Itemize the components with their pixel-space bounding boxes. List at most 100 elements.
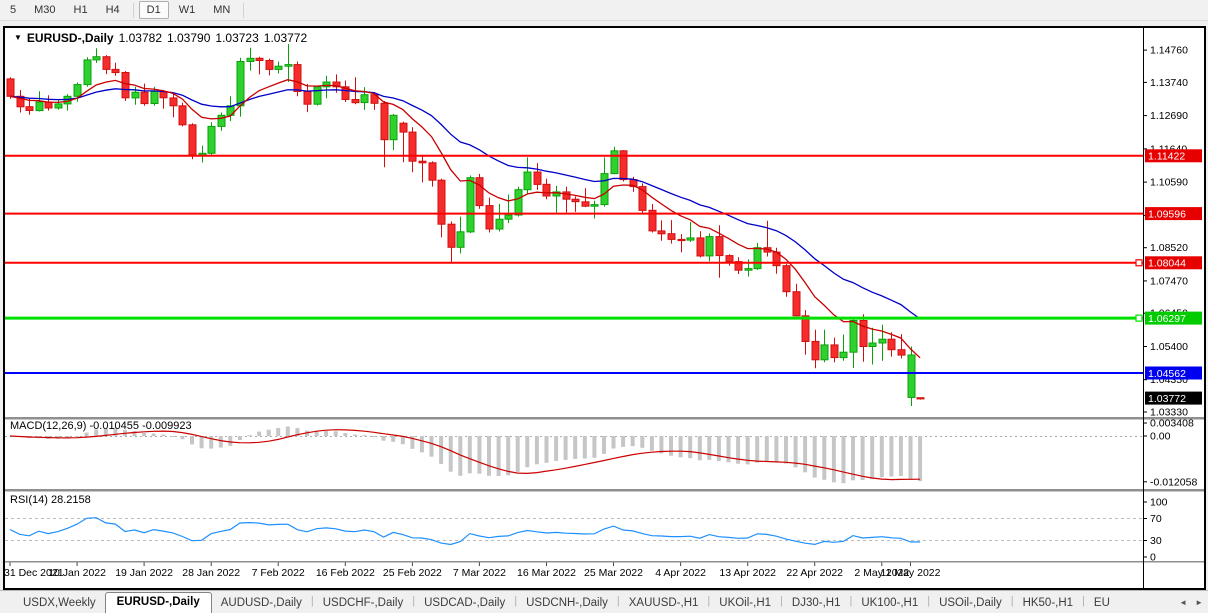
svg-text:11 May 2022: 11 May 2022 xyxy=(881,567,941,579)
price-axis-badges: 1.11422 1.09596 1.08044 1.06297 1.04562 1.037… xyxy=(1145,149,1202,405)
rsi-name: RSI(14) xyxy=(10,494,48,506)
svg-text:0: 0 xyxy=(1150,552,1156,564)
chart-tab-usdx-weekly[interactable]: USDX,Weekly xyxy=(23,597,96,609)
macd-bar xyxy=(419,436,424,453)
timeframe-button-h4[interactable]: H4 xyxy=(105,4,120,16)
chart-tab-ukoil-h1[interactable]: UKOil-,H1 xyxy=(719,597,772,609)
macd-bar xyxy=(209,436,214,449)
macd-signal-value: -0.009923 xyxy=(142,420,192,432)
svg-text:0.003408: 0.003408 xyxy=(1150,418,1194,430)
svg-text:1.07470: 1.07470 xyxy=(1150,275,1188,287)
svg-text:4 Apr 2022: 4 Apr 2022 xyxy=(655,567,706,579)
timeframe-button-d1[interactable]: D1 xyxy=(138,1,169,19)
horizontal-levels-layer xyxy=(5,154,1143,374)
svg-text:-0.012058: -0.012058 xyxy=(1150,476,1197,488)
macd-bar xyxy=(285,426,290,436)
macd-bar xyxy=(860,436,865,480)
price-chart-canvas[interactable]: 1.147601.137401.126901.116401.105901.095… xyxy=(5,28,1204,588)
macd-bar xyxy=(132,431,137,436)
macd-bar xyxy=(918,436,923,482)
macd-bar xyxy=(400,436,405,445)
chart-tab-dj30-h1[interactable]: DJ30-,H1 xyxy=(791,597,841,609)
timeframe-button-h1[interactable]: H1 xyxy=(73,4,88,16)
macd-bar xyxy=(75,436,80,437)
macd-indicator-label: MACD(12,26,9) -0.010455 -0.009923 xyxy=(10,420,192,432)
macd-bar xyxy=(630,436,635,447)
macd-bar xyxy=(831,436,836,483)
macd-bar xyxy=(851,436,855,481)
macd-bar xyxy=(467,436,472,474)
tab-scroll-left-icon[interactable]: ◄ xyxy=(1179,597,1188,607)
timeframe-button-w1[interactable]: W1 xyxy=(178,4,196,16)
chart-tab-audusd-daily[interactable]: AUDUSD-,Daily xyxy=(220,597,302,609)
fast-ma-line xyxy=(9,79,921,359)
svg-text:1.10590: 1.10590 xyxy=(1150,177,1188,189)
ohlc-close: 1.03772 xyxy=(263,31,308,45)
ohlc-low: 1.03723 xyxy=(215,31,259,45)
macd-bar xyxy=(218,436,223,448)
chart-tab-eu[interactable]: EU xyxy=(1093,597,1110,609)
macd-bar xyxy=(333,431,338,436)
macd-bar xyxy=(180,436,185,440)
macd-bar xyxy=(266,429,271,436)
macd-bar xyxy=(343,433,348,436)
macd-bar xyxy=(381,436,386,441)
timeframe-button-m30[interactable]: M30 xyxy=(34,4,56,16)
ohlc-high: 1.03790 xyxy=(167,31,211,45)
macd-bar xyxy=(688,436,693,459)
svg-text:1.06297: 1.06297 xyxy=(1148,313,1186,325)
chart-tab-xauusd-h1[interactable]: XAUUSD-,H1 xyxy=(628,597,699,609)
macd-bar xyxy=(649,436,654,451)
macd-bar xyxy=(764,436,769,462)
rsi-indicator-label: RSI(14) 28.2158 xyxy=(10,494,91,506)
tab-separator: | xyxy=(707,595,711,607)
macd-bar xyxy=(170,436,175,437)
timeframe-button-mn[interactable]: MN xyxy=(213,4,231,16)
timeframe-toolbar: 5 M30 H1 H4 D1 W1 MN xyxy=(0,0,1208,21)
chart-tab-usdcnh-daily[interactable]: USDCNH-,Daily xyxy=(526,597,608,609)
tab-separator: | xyxy=(849,595,853,607)
macd-bar xyxy=(352,434,357,436)
macd-bar xyxy=(161,434,166,436)
macd-bar xyxy=(621,436,626,447)
svg-text:10 Jan 2022: 10 Jan 2022 xyxy=(48,567,106,579)
chart-tab-usdchf-daily[interactable]: USDCHF-,Daily xyxy=(322,597,404,609)
macd-bar xyxy=(199,436,204,449)
macd-bar xyxy=(774,436,779,462)
chart-tab-uk100-h1[interactable]: UK100-,H1 xyxy=(861,597,919,609)
macd-bar xyxy=(372,436,376,437)
tab-separator: | xyxy=(1082,595,1085,607)
macd-bar xyxy=(822,436,827,480)
tab-separator: | xyxy=(1010,595,1014,607)
svg-text:30: 30 xyxy=(1150,535,1162,547)
tab-separator: | xyxy=(780,595,783,607)
macd-bar xyxy=(611,436,616,449)
svg-text:1.08520: 1.08520 xyxy=(1150,242,1188,254)
svg-text:1.05400: 1.05400 xyxy=(1150,341,1188,353)
macd-bar xyxy=(678,436,683,458)
collapse-triangle-icon[interactable]: ▼ xyxy=(14,33,22,42)
tab-scroll-right-icon[interactable]: ► xyxy=(1195,597,1203,607)
timeframe-button-5[interactable]: 5 xyxy=(10,4,17,16)
toolbar-separator xyxy=(243,2,245,18)
moving-averages-layer xyxy=(9,79,921,359)
tab-scroll-buttons: ◄ ► xyxy=(1177,596,1208,609)
macd-bar xyxy=(669,436,673,456)
svg-text:1.13740: 1.13740 xyxy=(1150,77,1188,89)
chart-tab-usoil-daily[interactable]: USOil-,Daily xyxy=(939,597,1002,609)
svg-text:1.04562: 1.04562 xyxy=(1148,368,1186,380)
macd-bar xyxy=(640,436,645,448)
svg-text:1.03772: 1.03772 xyxy=(1148,393,1186,405)
svg-text:1.14760: 1.14760 xyxy=(1150,45,1188,57)
panel-separators xyxy=(5,417,1204,563)
chart-tab-hk50-h1[interactable]: HK50-,H1 xyxy=(1022,597,1074,609)
chart-tab-eurusd-daily[interactable]: EURUSD-,Daily xyxy=(104,592,212,613)
macd-bar xyxy=(745,436,750,465)
rsi-panel: 100 70 30 0 xyxy=(5,497,1168,564)
svg-text:7 Mar 2022: 7 Mar 2022 xyxy=(453,567,506,579)
macd-bar xyxy=(716,436,721,461)
macd-bar xyxy=(151,433,156,436)
chart-tab-usdcad-daily[interactable]: USDCAD-,Daily xyxy=(424,597,506,609)
chart-window: 1.147601.137401.126901.116401.105901.095… xyxy=(3,26,1206,590)
